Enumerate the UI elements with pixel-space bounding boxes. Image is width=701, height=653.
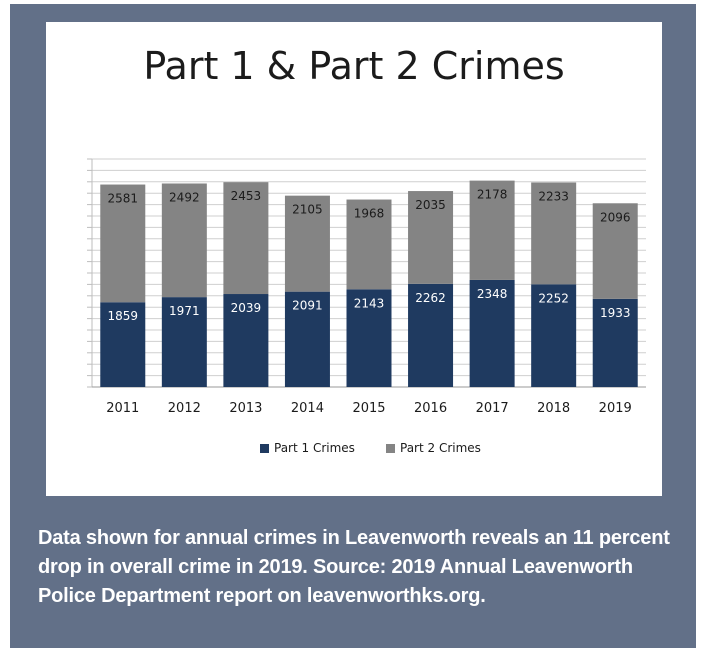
data-label-part1: 2091 <box>292 299 323 313</box>
data-label-part2: 2233 <box>538 189 569 203</box>
x-tick-label: 2019 <box>599 401 632 416</box>
chart-panel: Part 1 & Part 2 Crimes 1859 2581 2011 1971 2… <box>46 22 662 496</box>
data-label-part2: 2492 <box>169 190 200 204</box>
data-label-part2: 2581 <box>108 192 139 206</box>
x-tick-label: 2014 <box>291 401 324 416</box>
data-label-part2: 2096 <box>600 210 631 224</box>
data-label-part1: 1933 <box>600 306 631 320</box>
data-label-part2: 2453 <box>231 189 262 203</box>
data-label-part1: 1971 <box>169 304 200 318</box>
data-label-part1: 2348 <box>477 287 508 301</box>
legend-label: Part 2 Crimes <box>400 441 481 455</box>
legend-label: Part 1 Crimes <box>274 441 355 455</box>
data-label-part1: 2252 <box>538 291 569 305</box>
data-label-part2: 2105 <box>292 203 323 217</box>
figure-caption: Data shown for annual crimes in Leavenwo… <box>38 524 678 611</box>
figure-frame: Part 1 & Part 2 Crimes 1859 2581 2011 1971 2… <box>10 4 696 648</box>
data-label-part1: 2262 <box>415 291 446 305</box>
stacked-bar-chart: 1859 2581 2011 1971 2492 2012 2039 2453 2013 2091… <box>46 22 662 496</box>
x-tick-label: 2018 <box>537 401 570 416</box>
x-tick-label: 2017 <box>476 401 509 416</box>
data-label-part2: 1968 <box>354 207 385 221</box>
data-label-part2: 2035 <box>415 198 446 212</box>
legend-swatch <box>386 444 395 453</box>
x-tick-label: 2015 <box>352 401 385 416</box>
data-label-part1: 1859 <box>108 309 139 323</box>
x-tick-label: 2012 <box>168 401 201 416</box>
legend-swatch <box>260 444 269 453</box>
data-label-part1: 2039 <box>231 301 262 315</box>
data-label-part1: 2143 <box>354 296 385 310</box>
x-tick-label: 2011 <box>106 401 139 416</box>
x-tick-label: 2016 <box>414 401 447 416</box>
x-tick-label: 2013 <box>229 401 262 416</box>
data-label-part2: 2178 <box>477 188 508 202</box>
